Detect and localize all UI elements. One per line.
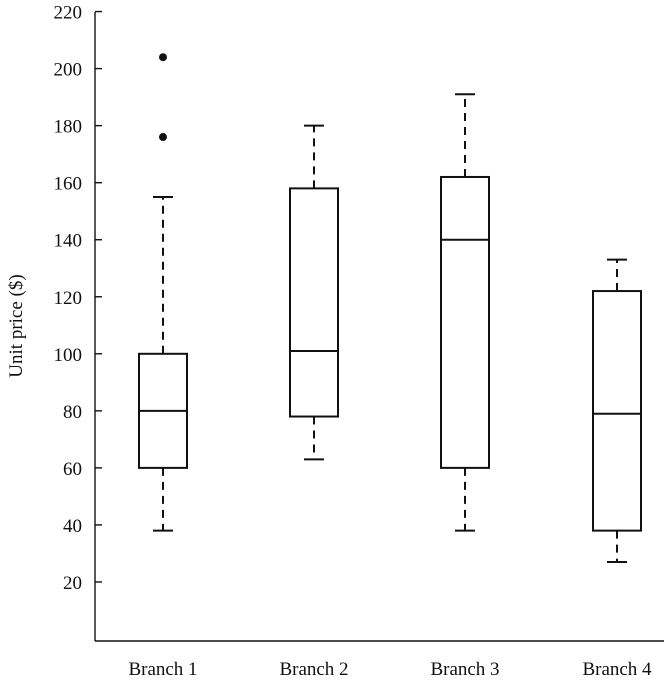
x-category-label: Branch 3 (430, 659, 499, 680)
x-category-label: Branch 1 (128, 659, 197, 680)
iqr-box (289, 187, 339, 418)
x-category-label: Branch 2 (279, 659, 348, 680)
iqr-box (440, 175, 490, 469)
box-group (289, 124, 339, 461)
y-tick-label: 100 (54, 345, 83, 366)
y-tick-label: 120 (54, 288, 83, 309)
y-tick-label: 20 (63, 573, 82, 594)
y-tick-label: 220 (54, 3, 83, 24)
box-group (138, 53, 188, 532)
y-tick-label: 200 (54, 60, 83, 81)
y-tick-label: 180 (54, 117, 83, 138)
y-tick-label: 40 (63, 516, 82, 537)
y-tick-label: 160 (54, 174, 83, 195)
y-tick-label: 140 (54, 231, 83, 252)
iqr-box (592, 290, 642, 532)
y-tick-label: 60 (63, 459, 82, 480)
box-group (440, 93, 490, 532)
axes (94, 12, 664, 642)
x-labels: Branch 1 Branch 2 Branch 3 Branch 4 (128, 659, 652, 680)
y-tick-label: 80 (63, 402, 82, 423)
y-ticks: 20 40 60 80 100 120 140 160 180 200 220 (54, 3, 102, 594)
outlier-point (159, 53, 167, 62)
boxes (138, 53, 642, 563)
box-group (592, 258, 642, 563)
outlier-point (159, 133, 167, 142)
y-axis-title: Unit price ($) (6, 274, 27, 377)
x-category-label: Branch 4 (582, 659, 652, 680)
